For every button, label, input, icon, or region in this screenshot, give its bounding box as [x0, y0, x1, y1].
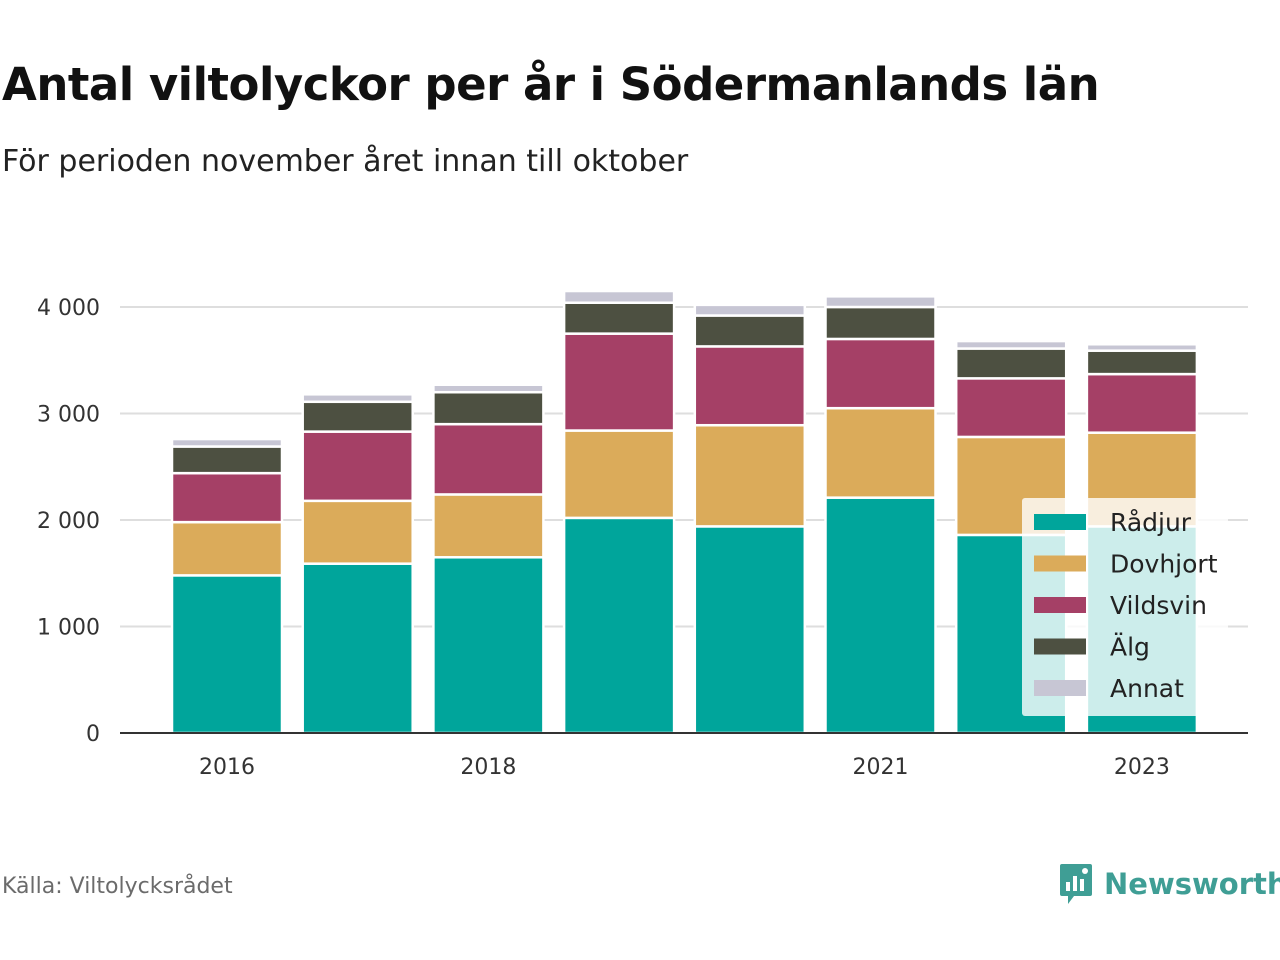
bar-segment	[562, 301, 676, 335]
bar-segment	[824, 406, 937, 499]
bar-segment	[562, 429, 676, 520]
newsworthy-logo-icon	[1060, 864, 1092, 904]
x-tick-label: 2018	[460, 755, 516, 780]
bar-segment	[954, 377, 1068, 439]
bar-segment	[824, 337, 937, 410]
brand-name: Newsworthy	[1104, 867, 1280, 901]
legend-label[interactable]: Älg	[1110, 633, 1150, 662]
legend[interactable]: Rådjur Dovhjort Vildsvin Älg Annat	[1022, 498, 1228, 716]
y-tick-label: 0	[86, 722, 100, 747]
bar-segment	[170, 520, 284, 577]
bar-segment	[562, 332, 676, 432]
chart-title: Antal viltolyckor per år i Södermanlands…	[2, 58, 1100, 111]
bar-segment	[1085, 343, 1199, 352]
y-tick-label: 3 000	[37, 403, 100, 428]
bar-segment	[824, 496, 937, 735]
bar-segment	[693, 423, 807, 528]
bar-segment	[170, 471, 284, 524]
source-note: Källa: Viltolycksrådet	[2, 874, 233, 899]
bar-segment	[170, 445, 284, 475]
bar-segment	[432, 390, 545, 426]
legend-label[interactable]: Vildsvin	[1110, 591, 1207, 620]
chart-subtitle: För perioden november året innan till ok…	[2, 144, 689, 179]
bar-segment	[432, 556, 545, 735]
legend-swatch	[1034, 680, 1086, 696]
bar-segment	[693, 314, 807, 348]
bar-segment	[693, 525, 807, 735]
bar-segment	[432, 422, 545, 496]
bar-segment	[693, 303, 807, 317]
legend-swatch	[1034, 555, 1086, 572]
legend-swatch	[1034, 638, 1086, 655]
x-tick-label: 2021	[853, 755, 909, 780]
brand-logo[interactable]: Newsworthy	[1058, 862, 1280, 906]
bar-segment	[301, 393, 414, 404]
bar-segment	[170, 574, 284, 735]
bar-segment	[824, 305, 937, 341]
legend-label[interactable]: Dovhjort	[1110, 550, 1218, 579]
bar-segment	[693, 345, 807, 427]
legend-swatch	[1034, 597, 1086, 613]
bar-segment	[954, 435, 1068, 537]
bar-segment	[1085, 349, 1199, 376]
y-tick-label: 2 000	[37, 509, 100, 534]
bar-segment	[301, 400, 414, 433]
bar-segment	[562, 516, 676, 735]
legend-swatch	[1034, 514, 1086, 530]
y-tick-label: 1 000	[37, 616, 100, 641]
bar-segment	[954, 339, 1068, 350]
bar-segment	[301, 430, 414, 503]
legend-box	[1022, 498, 1228, 716]
legend-label[interactable]: Rådjur	[1110, 508, 1192, 537]
bar-segment	[170, 437, 284, 448]
y-tick-label: 4 000	[37, 296, 100, 321]
bar-segment	[432, 383, 545, 394]
x-tick-label: 2016	[199, 755, 255, 780]
bar-segment	[301, 499, 414, 565]
x-axis: 2016 2018 2021 2023	[120, 732, 1248, 780]
y-axis-ticks: 0 1 000 2 000 3 000 4 000	[37, 296, 100, 747]
bar-segment	[824, 295, 937, 309]
bar-segment	[432, 493, 545, 559]
x-tick-label: 2023	[1114, 755, 1170, 780]
legend-label[interactable]: Annat	[1110, 674, 1184, 703]
bar-segment	[562, 289, 676, 304]
bar-segment	[954, 347, 1068, 380]
bar-segment	[301, 562, 414, 735]
bar-segment	[1085, 372, 1199, 434]
